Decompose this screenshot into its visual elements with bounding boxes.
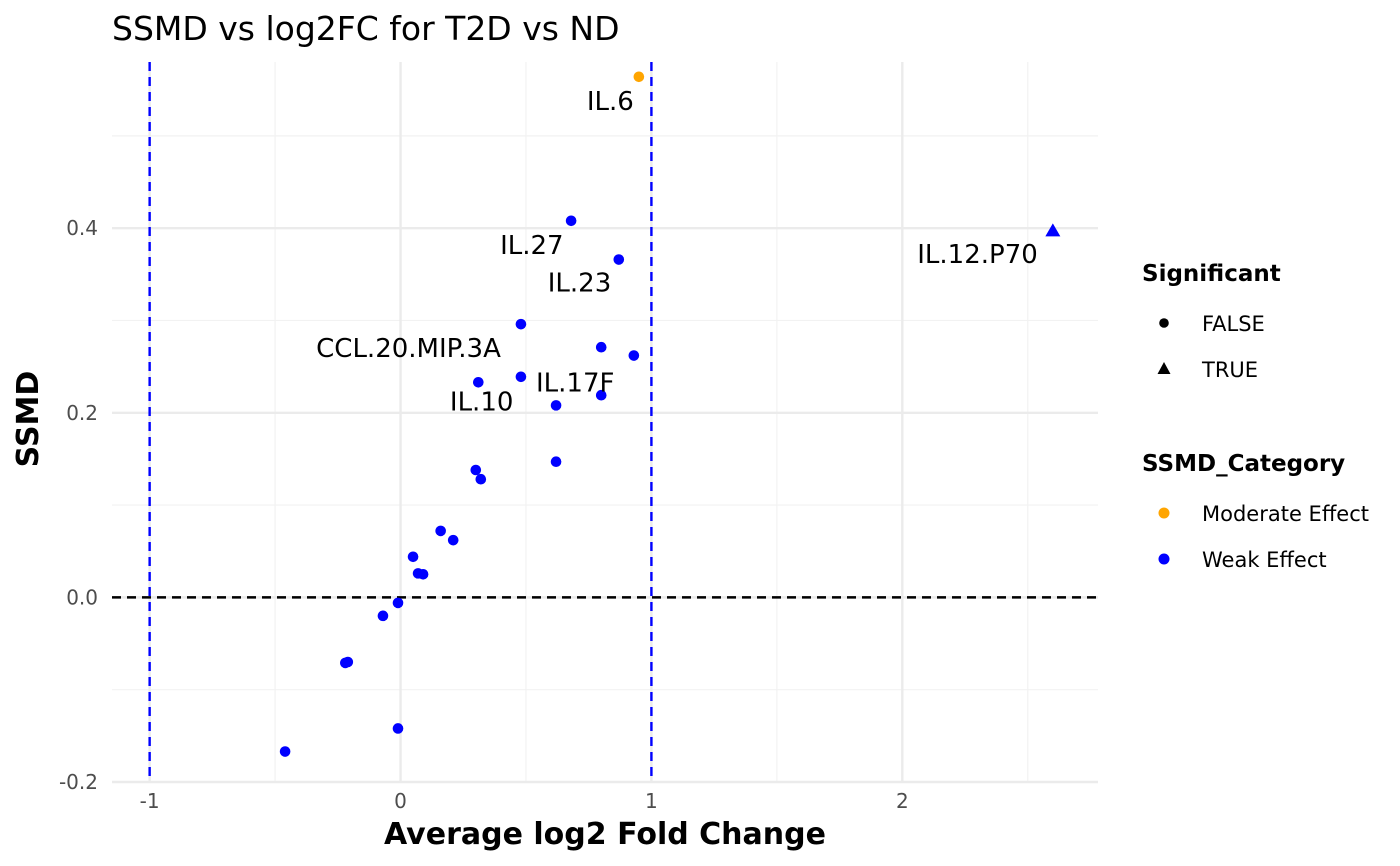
point-labels: IL.6 IL.12.P70 IL.27 IL.23 CCL.20.MIP.3A IL.1…	[316, 87, 1038, 418]
legend-key-triangle	[1157, 362, 1171, 374]
data-point	[392, 723, 404, 734]
legend-label: Moderate Effect	[1202, 502, 1369, 526]
y-tick-label: -0.2	[59, 770, 98, 794]
chart-title: SSMD vs log2FC for T2D vs ND	[112, 9, 620, 48]
legend: Significant FALSE TRUE SSMD_Category Moderat…	[1142, 261, 1369, 572]
point-label: IL.17F	[536, 368, 614, 398]
data-point	[377, 610, 389, 622]
data-point	[515, 318, 527, 330]
x-tick-label: 0	[394, 789, 407, 813]
legend-key-circle	[1159, 318, 1169, 328]
y-axis-title: SSMD	[11, 371, 46, 468]
legend-title: Significant	[1142, 261, 1281, 287]
legend-key-color	[1158, 553, 1170, 565]
x-tick-label: -1	[140, 789, 160, 813]
legend-label: TRUE	[1201, 358, 1258, 382]
data-point	[595, 389, 607, 401]
data-point	[550, 456, 562, 467]
point-label: IL.12.P70	[917, 240, 1038, 270]
point-label: IL.23	[548, 269, 612, 299]
y-tick-label: 0.4	[66, 216, 98, 240]
data-point	[435, 525, 446, 537]
data-points	[279, 71, 1061, 757]
axis-ticks: -1 0 1 2 -0.2 0.0 0.2 0.4	[59, 216, 909, 813]
data-point	[475, 473, 487, 485]
point-label: IL.10	[450, 388, 514, 418]
data-point	[515, 371, 527, 383]
legend-label: FALSE	[1202, 312, 1265, 336]
data-point	[407, 551, 419, 563]
y-tick-label: 0.0	[66, 585, 98, 609]
data-point	[550, 400, 562, 411]
legend-label: Weak Effect	[1202, 548, 1327, 572]
data-point-triangle	[1045, 223, 1061, 237]
point-label: IL.6	[587, 87, 634, 117]
data-point	[447, 534, 459, 546]
data-point	[417, 569, 429, 580]
point-label: IL.27	[500, 231, 564, 261]
legend-title: SSMD_Category	[1142, 451, 1345, 477]
grid-lines	[112, 62, 1098, 784]
data-point	[392, 597, 404, 609]
data-point	[595, 341, 607, 353]
data-point	[633, 71, 645, 83]
data-point	[473, 377, 484, 388]
reference-lines	[112, 62, 1098, 782]
legend-key-color	[1158, 507, 1170, 519]
data-point	[628, 350, 640, 361]
point-label: CCL.20.MIP.3A	[316, 334, 501, 364]
data-point	[470, 464, 482, 476]
x-tick-label: 2	[896, 789, 909, 813]
data-point	[340, 657, 351, 669]
x-tick-label: 1	[645, 789, 658, 813]
data-point	[565, 215, 577, 227]
data-point	[613, 254, 625, 265]
x-axis-title: Average log2 Fold Change	[384, 817, 826, 852]
y-tick-label: 0.2	[66, 401, 98, 425]
data-point	[279, 746, 291, 757]
